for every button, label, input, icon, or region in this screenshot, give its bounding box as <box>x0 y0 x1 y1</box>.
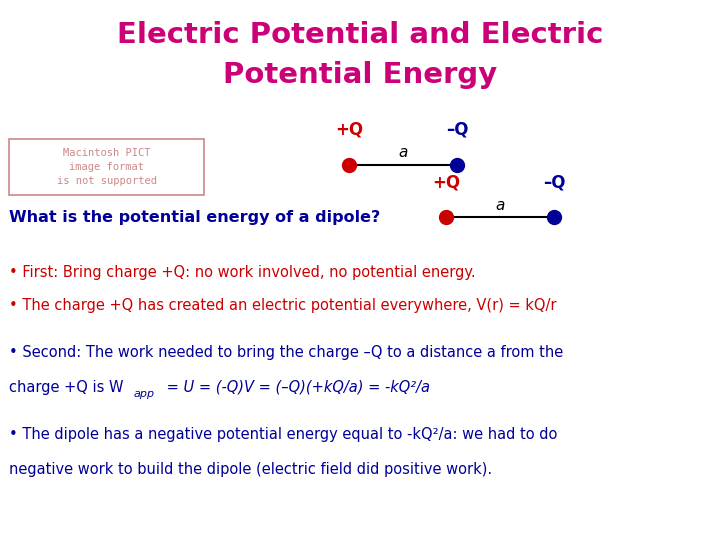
Text: Electric Potential and Electric: Electric Potential and Electric <box>117 21 603 49</box>
Text: Potential Energy: Potential Energy <box>223 60 497 89</box>
Text: a: a <box>398 145 408 160</box>
Text: • The dipole has a negative potential energy equal to -kQ²/a: we had to do: • The dipole has a negative potential en… <box>9 427 558 442</box>
Text: –Q: –Q <box>543 173 566 191</box>
Text: What is the potential energy of a dipole?: What is the potential energy of a dipole… <box>9 210 381 225</box>
Text: • Second: The work needed to bring the charge –Q to a distance a from the: • Second: The work needed to bring the c… <box>9 345 564 360</box>
Text: • The charge +Q has created an electric potential everywhere, V(r) = kQ/r: • The charge +Q has created an electric … <box>9 298 557 313</box>
Text: +Q: +Q <box>335 121 364 139</box>
FancyBboxPatch shape <box>9 139 204 195</box>
Text: +Q: +Q <box>432 173 461 191</box>
Text: = U = (-Q)V = (–Q)(+kQ/a) = -kQ²/a: = U = (-Q)V = (–Q)(+kQ/a) = -kQ²/a <box>162 380 430 395</box>
Text: negative work to build the dipole (electric field did positive work).: negative work to build the dipole (elect… <box>9 462 492 476</box>
Text: charge +Q is W: charge +Q is W <box>9 380 124 395</box>
Text: –Q: –Q <box>446 121 469 139</box>
Text: a: a <box>495 198 505 213</box>
Text: Macintosh PICT
image format
is not supported: Macintosh PICT image format is not suppo… <box>57 148 156 186</box>
Text: • First: Bring charge +Q: no work involved, no potential energy.: • First: Bring charge +Q: no work involv… <box>9 265 476 280</box>
Text: app: app <box>133 389 154 399</box>
